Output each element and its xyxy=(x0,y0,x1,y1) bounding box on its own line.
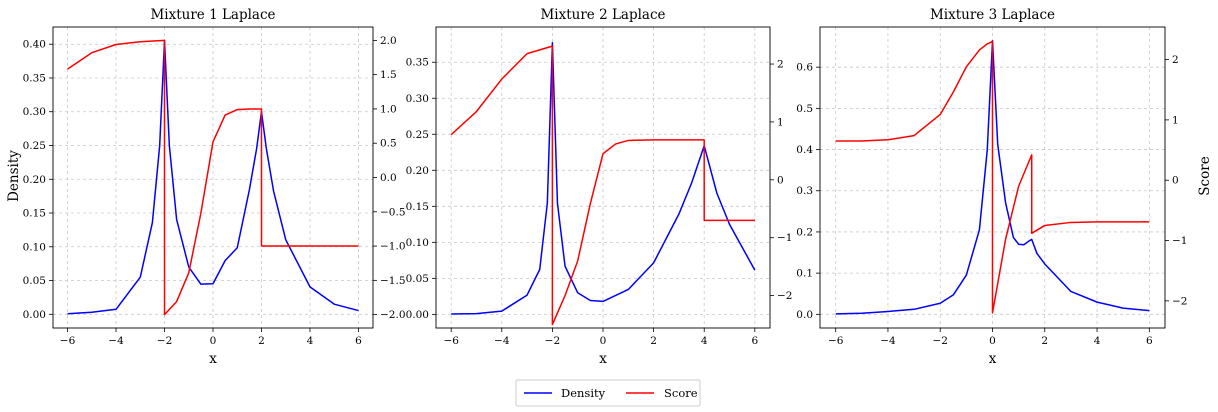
x-tick-label: 2 xyxy=(1041,335,1048,347)
series-line-density xyxy=(451,42,756,315)
y-right-tick-label: −1 xyxy=(777,232,792,244)
x-tick-label: 4 xyxy=(701,335,708,347)
y-right-tick-label: 1 xyxy=(777,116,784,128)
chart-title: Mixture 2 Laplace xyxy=(540,7,665,23)
y-right-tick-label: −1.5 xyxy=(380,275,406,287)
legend: Density Score xyxy=(515,379,701,407)
y-left-tick-label: 0.30 xyxy=(406,93,429,105)
y-left-tick-label: 0.2 xyxy=(796,226,813,238)
y-right-tick-label: −0.5 xyxy=(380,206,406,218)
series-line-score xyxy=(67,39,359,316)
x-axis-label: x xyxy=(599,351,607,367)
x-tick-label: −2 xyxy=(932,335,947,347)
x-tick-label: 2 xyxy=(650,335,657,347)
y-left-tick-label: 0.15 xyxy=(23,208,46,220)
chart-panel-2: −6 −4 −2 0 2 4 6 0.00 0.05 0.10 0.15 0.20 0.25 0.30 0.… xyxy=(406,7,793,367)
y-right-tick-label: 2 xyxy=(1172,54,1179,66)
y-right-tick-label: 2.0 xyxy=(380,35,397,47)
chart-panel-1: −6 −4 −2 0 2 4 6 0.00 0.05 0.10 0.15 0.20 0.25 0.30 0.… xyxy=(23,7,406,367)
left-axis-label: Density xyxy=(6,150,22,202)
y-left-tick-label: 0.3 xyxy=(796,185,813,197)
x-tick-label: 2 xyxy=(258,335,265,347)
y-right-tick-label: 0 xyxy=(1172,175,1179,187)
y-left-tick-label: 0.6 xyxy=(796,62,813,74)
y-left-tick-label: 0.25 xyxy=(406,129,429,141)
x-tick-label: 6 xyxy=(751,335,758,347)
x-tick-label: 6 xyxy=(1146,335,1153,347)
y-right-tick-label: −1 xyxy=(1172,235,1187,247)
y-left-tick-label: 0.10 xyxy=(406,237,429,249)
x-tick-label: −2 xyxy=(157,335,172,347)
y-left-tick-label: 0.20 xyxy=(406,165,429,177)
y-right-tick-label: 0.5 xyxy=(380,138,397,150)
x-tick-label: −2 xyxy=(545,335,560,347)
x-tick-label: −6 xyxy=(60,335,76,347)
y-left-tick-label: 0.20 xyxy=(23,174,46,186)
series-line-score xyxy=(835,40,1150,314)
y-right-tick-label: 1.0 xyxy=(380,103,397,115)
x-tick-label: 0 xyxy=(210,335,217,347)
x-tick-label: −4 xyxy=(880,335,896,347)
x-tick-label: 4 xyxy=(307,335,314,347)
y-left-tick-label: 0.05 xyxy=(23,275,46,287)
y-right-tick-label: −2.0 xyxy=(380,309,406,321)
chart-panel-3: −6 −4 −2 0 2 4 6 0.0 0.1 0.2 0.3 0.4 0.5 0.6 −2 −1 0 1 2 Mi… xyxy=(796,7,1187,367)
x-tick-label: 0 xyxy=(989,335,996,347)
y-left-tick-label: 0.35 xyxy=(23,72,46,84)
x-tick-label: 0 xyxy=(600,335,607,347)
series-line-density xyxy=(67,40,359,315)
y-left-tick-label: 0.4 xyxy=(796,144,813,156)
x-axis-label: x xyxy=(989,351,997,367)
legend-density-label: Density xyxy=(561,386,606,400)
x-tick-label: −6 xyxy=(828,335,844,347)
y-right-tick-label: −2 xyxy=(1172,295,1187,307)
y-left-tick-label: 0.35 xyxy=(406,57,429,69)
x-tick-label: −4 xyxy=(108,335,124,347)
y-right-tick-label: −1.0 xyxy=(380,241,406,253)
series-line-score xyxy=(450,45,755,326)
y-left-tick-label: 0.00 xyxy=(406,309,429,321)
chart-title: Mixture 3 Laplace xyxy=(930,7,1055,23)
y-left-tick-label: 0.1 xyxy=(796,268,813,280)
y-left-tick-label: 0.10 xyxy=(23,241,46,253)
y-right-tick-label: 1 xyxy=(1172,114,1179,126)
right-axis-label: Score xyxy=(1197,156,1213,195)
x-tick-label: −6 xyxy=(443,335,459,347)
x-axis-label: x xyxy=(209,351,217,367)
y-left-tick-label: 0.40 xyxy=(23,39,46,51)
series-line-density xyxy=(835,40,1150,315)
y-left-tick-label: 0.5 xyxy=(796,103,813,115)
y-left-tick-label: 0.00 xyxy=(23,309,46,321)
y-left-tick-label: 0.05 xyxy=(406,273,429,285)
chart-title: Mixture 1 Laplace xyxy=(150,7,275,23)
legend-score-label: Score xyxy=(664,386,698,400)
y-right-tick-label: −2 xyxy=(777,290,792,302)
y-left-tick-label: 0.0 xyxy=(796,309,813,321)
y-right-tick-label: 0.0 xyxy=(380,172,397,184)
y-right-tick-label: 1.5 xyxy=(380,69,397,81)
x-tick-label: −4 xyxy=(494,335,510,347)
legend-box xyxy=(515,379,701,407)
y-right-tick-label: 2 xyxy=(777,59,784,71)
x-tick-label: 4 xyxy=(1094,335,1101,347)
y-left-tick-label: 0.15 xyxy=(406,201,429,213)
y-left-tick-label: 0.30 xyxy=(23,106,46,118)
y-right-tick-label: 0 xyxy=(777,174,784,186)
y-left-tick-label: 0.25 xyxy=(23,140,46,152)
grid xyxy=(436,27,770,328)
x-tick-label: 6 xyxy=(355,335,362,347)
